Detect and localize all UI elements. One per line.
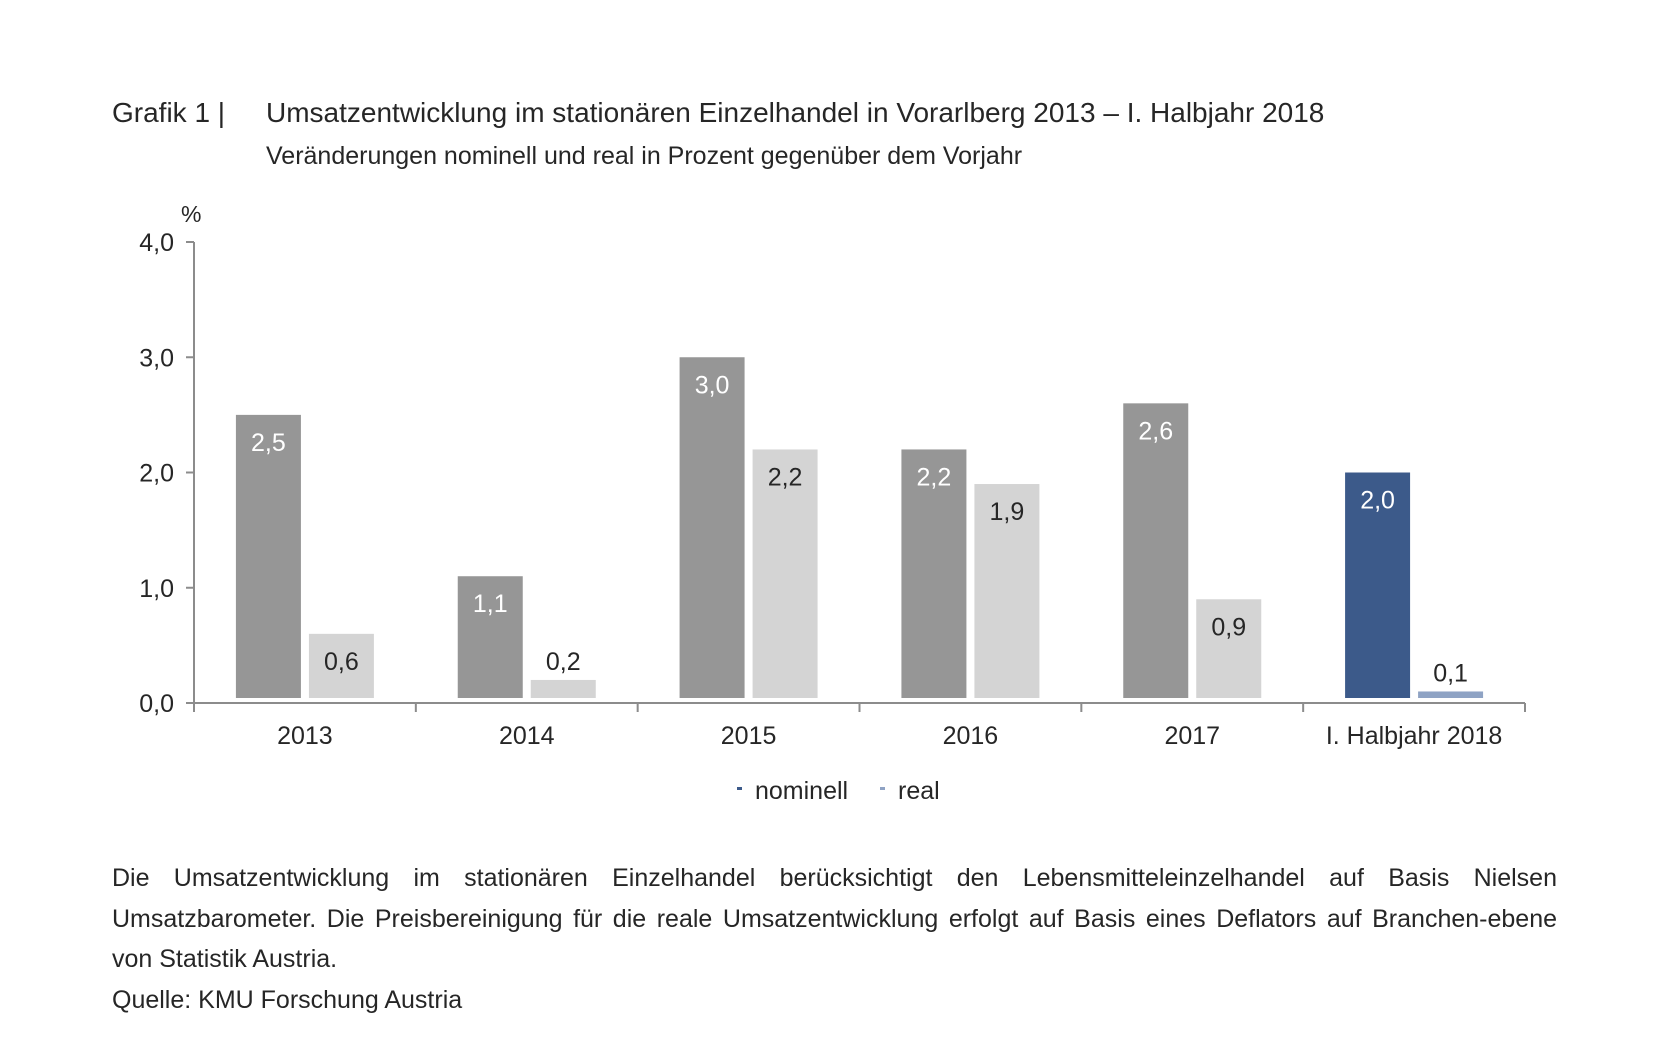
data-label-real: 1,9 [990,498,1025,526]
data-label-nominell: 2,6 [1138,417,1173,445]
bar-real [308,633,374,698]
data-label-nominell: 2,2 [917,463,952,491]
data-label-real: 0,6 [324,648,359,676]
data-label-real: 0,2 [546,648,581,676]
data-label-nominell: 2,5 [251,429,286,457]
legend-marker-nominell [737,787,742,790]
y-tick-label: 1,0 [139,575,174,603]
x-tick-label: 2015 [721,722,777,750]
legend-label-nominell: nominell [755,777,848,805]
data-label-real: 2,2 [768,463,803,491]
footnote-text: Die Umsatzentwicklung im stationären Ein… [112,864,1557,973]
bar-real [752,449,818,698]
bar-nominell [1345,472,1411,698]
x-tick-label: 2016 [943,722,999,750]
bar-nominell [901,449,967,698]
x-tick-label: 2017 [1164,722,1220,750]
chart-subtitle: Veränderungen nominell und real in Proze… [266,142,1023,170]
footnote: Die Umsatzentwicklung im stationären Ein… [112,858,1557,1020]
data-label-real: 0,1 [1433,659,1468,687]
x-tick-label: I. Halbjahr 2018 [1326,722,1503,750]
source-text: Quelle: KMU Forschung Austria [112,985,463,1014]
data-label-real: 0,9 [1211,613,1246,641]
y-axis-label: % [181,201,201,227]
bar-real [1418,691,1484,698]
bar-nominell [679,357,745,698]
y-tick-label: 2,0 [139,460,174,488]
bar-real [1196,599,1262,698]
data-label-nominell: 3,0 [695,371,730,399]
bar-nominell [235,414,301,698]
legend-marker-real [880,787,885,790]
chart-title: Umsatzentwicklung im stationären Einzelh… [266,97,1325,128]
bar-real [974,484,1040,698]
bar-chart: % 0,0 1,0 2,0 3,0 4,0 2013 2,5 0,6 2014 1,1 0,2 2015… [139,201,1526,805]
y-tick-label: 4,0 [139,229,174,257]
bar-real [530,679,596,698]
figure-number: Grafik 1 | [112,97,226,128]
data-label-nominell: 2,0 [1360,487,1395,515]
x-tick-label: 2014 [499,722,555,750]
y-tick-label: 3,0 [139,344,174,372]
x-tick-label: 2013 [277,722,333,750]
bar-nominell [457,576,523,698]
data-label-nominell: 1,1 [473,590,508,618]
legend-label-real: real [898,777,940,805]
bar-nominell [1123,403,1189,698]
y-tick-label: 0,0 [139,690,174,718]
